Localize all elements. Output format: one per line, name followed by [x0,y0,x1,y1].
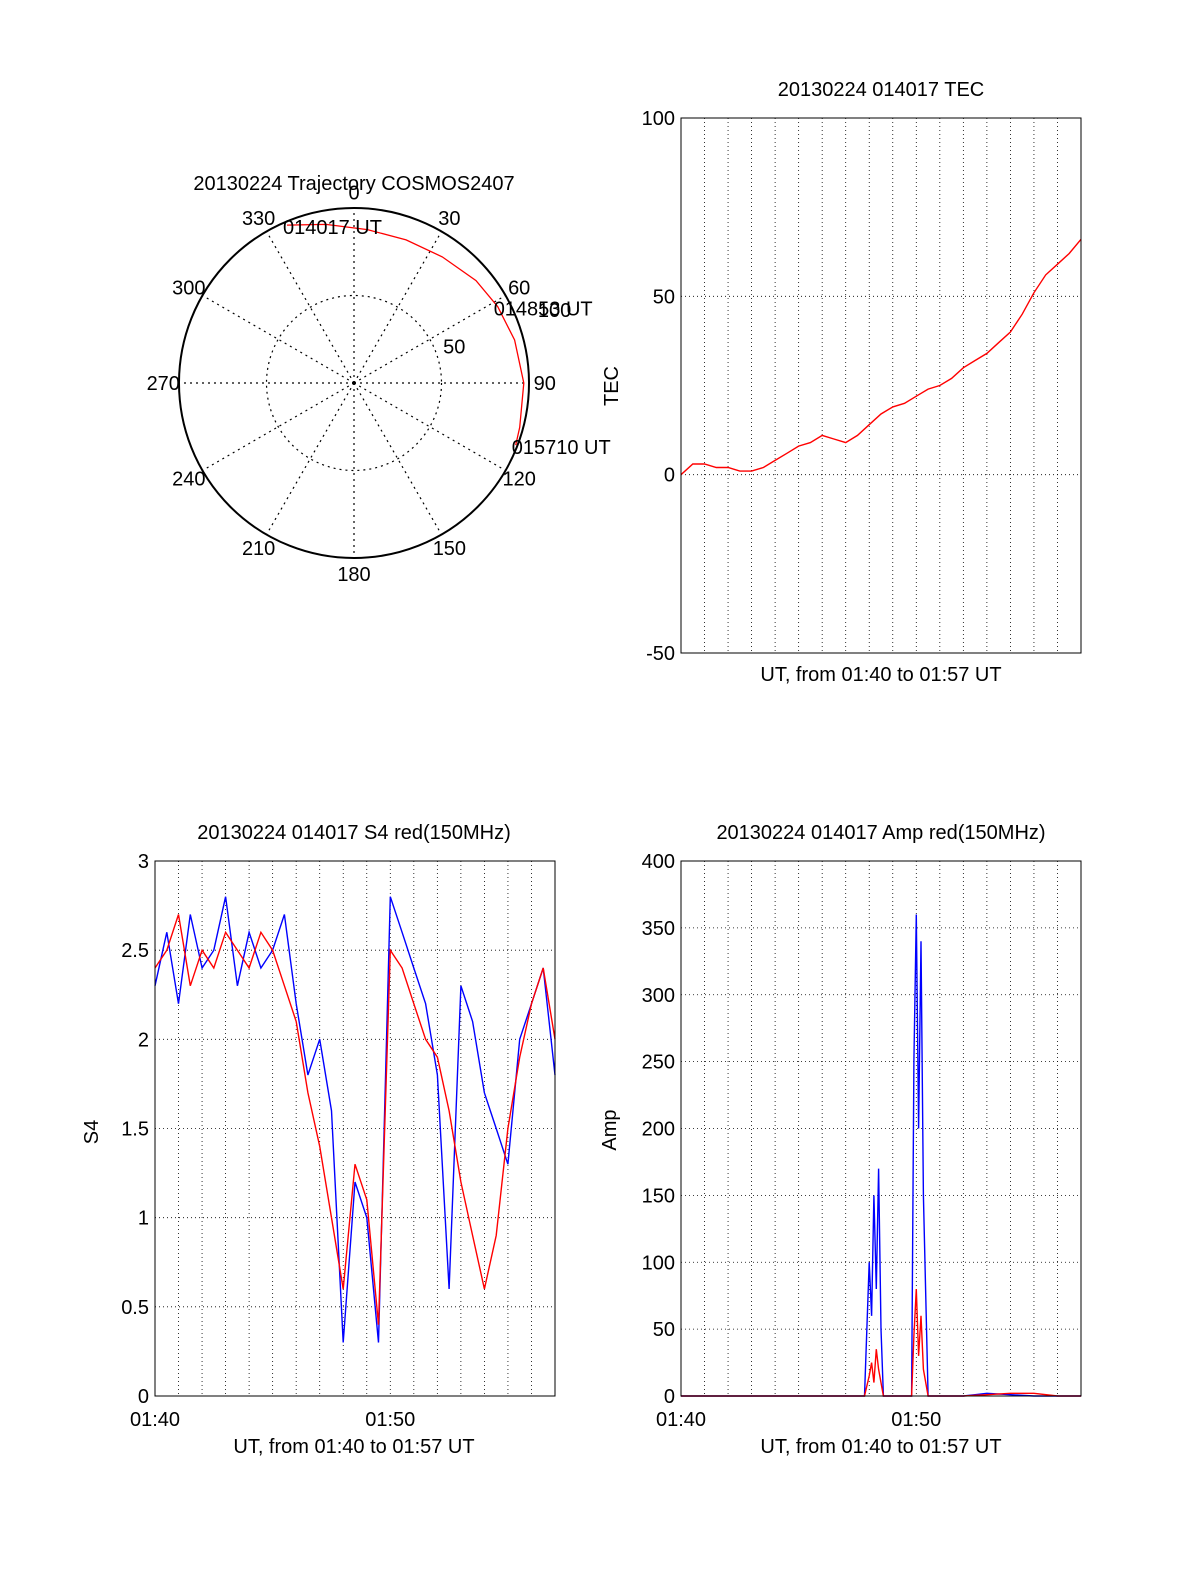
s4-y-tick-label: 0 [138,1386,149,1408]
amp-y-tick-label: 0 [664,1386,675,1408]
polar-title: 20130224 Trajectory COSMOS2407 [193,173,514,195]
polar-spoke [265,382,355,535]
tec-grid [681,118,1081,653]
polar-spoke [353,231,443,384]
amp-y-tick-label: 50 [653,1319,675,1341]
polar-angle-label: 180 [337,564,370,586]
polar-angle-label: 240 [172,468,205,490]
polar-angle-label: 300 [172,278,205,300]
amp-y-label: Amp [599,1109,621,1150]
s4-y-tick-label: 3 [138,851,149,873]
polar-angle-label: 270 [147,373,180,395]
polar-angle-label: 150 [433,538,466,560]
polar-trajectory-line [286,223,525,446]
tec-y-tick-label: 50 [653,286,675,308]
polar-annotations: 014017 UT 014853 UT 015710 UT [283,217,611,459]
polar-time-annotation: 014853 UT [494,299,593,321]
s4-y-ticks: 0 0.5 1 1.5 2 2.5 3 [121,851,149,1408]
amp-x-ticks: 01:40 01:50 [656,1409,941,1431]
polar-grid [179,208,529,558]
s4-y-tick-label: 1.5 [121,1119,149,1141]
polar-series [286,223,525,446]
amp-y-ticks: 0 50 100 150 200 250 300 350 400 [642,851,675,1408]
s4-y-tick-label: 2 [138,1029,149,1051]
tec-y-ticks: -50 0 50 100 [642,108,675,665]
tec-x-label: UT, from 01:40 to 01:57 UT [760,664,1001,686]
amp-y-tick-label: 150 [642,1185,675,1207]
s4-series [154,896,556,1343]
s4-y-label: S4 [81,1120,103,1144]
polar-angle-label: 210 [242,538,275,560]
amp-x-label: UT, from 01:40 to 01:57 UT [760,1436,1001,1458]
tec-y-label: TEC [601,366,623,406]
amp-y-tick-label: 400 [642,851,675,873]
s4-y-tick-label: 0.5 [121,1297,149,1319]
polar-chart: 20130224 Trajectory COSMOS2407 0 30 60 90 12… [147,173,611,586]
polar-angle-label: 60 [508,278,530,300]
tec-series [680,238,1082,476]
s4-plot-frame [154,860,556,1397]
amp-series [681,914,1081,1397]
s4-x-label: UT, from 01:40 to 01:57 UT [233,1436,474,1458]
tec-title: 20130224 014017 TEC [778,79,984,101]
amp-x-tick-label: 01:40 [656,1409,706,1431]
amp-series-line [681,914,1081,1397]
tec-series-line [680,238,1082,476]
polar-time-annotation: 014017 UT [283,217,382,239]
tec-y-tick-label: 100 [642,108,675,130]
polar-angle-labels: 0 30 60 90 120 150 180 210 240 270 300 330 [147,182,556,586]
s4-x-tick-label: 01:50 [365,1409,415,1431]
polar-angle-label: 0 [348,182,359,204]
s4-chart: 20130224 014017 S4 red(150MHz) 0 0.5 1 1.5 2… [81,822,556,1458]
s4-grid [155,861,555,1396]
polar-spoke [202,294,355,384]
polar-outer-circle [178,207,530,559]
polar-angle-label: 120 [503,468,536,490]
polar-spoke [202,382,355,472]
s4-x-tick-label: 01:40 [130,1409,180,1431]
amp-y-tick-label: 350 [642,918,675,940]
s4-y-tick-label: 1 [138,1208,149,1230]
amp-chart: 20130224 014017 Amp red(150MHz) 0 50 100 15… [599,822,1082,1458]
tec-chart: 20130224 014017 TEC -50 0 50 100 UT, from 0… [601,79,1082,686]
s4-series-line [154,896,556,1343]
amp-x-tick-label: 01:50 [891,1409,941,1431]
polar-ring [265,294,443,472]
polar-time-annotation: 015710 UT [512,437,611,459]
tec-y-tick-label: -50 [646,643,675,665]
amp-y-tick-label: 100 [642,1252,675,1274]
amp-title: 20130224 014017 Amp red(150MHz) [716,822,1045,844]
s4-series-line [154,914,556,1325]
polar-radial-labels: 50 100 [443,300,571,359]
polar-spoke [353,294,506,384]
amp-y-tick-label: 250 [642,1052,675,1074]
polar-angle-label: 30 [438,208,460,230]
polar-radial-label: 50 [443,336,465,358]
s4-x-ticks: 01:40 01:50 [130,1409,415,1431]
polar-spoke [353,382,443,535]
amp-plot-frame [680,860,1082,1397]
polar-spoke [353,382,506,472]
tec-plot-frame [680,117,1082,654]
amp-y-tick-label: 200 [642,1119,675,1141]
tec-y-tick-label: 0 [664,465,675,487]
polar-angle-label: 90 [534,373,556,395]
polar-spoke [265,231,355,384]
s4-y-tick-label: 2.5 [121,940,149,962]
polar-angle-label: 330 [242,208,275,230]
amp-y-tick-label: 300 [642,985,675,1007]
s4-title: 20130224 014017 S4 red(150MHz) [197,822,511,844]
polar-radial-label: 100 [538,300,571,322]
